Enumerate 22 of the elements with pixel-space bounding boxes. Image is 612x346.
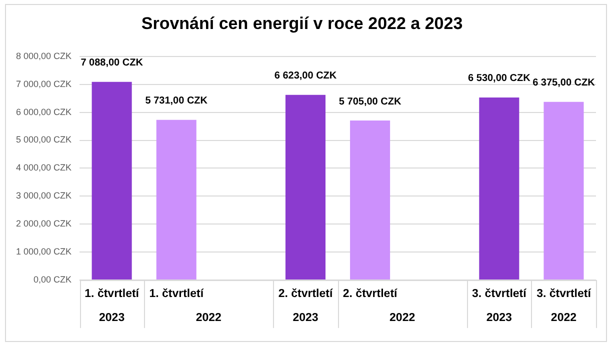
x-tick-label: 2. čtvrtletí 2023 — [278, 288, 334, 324]
y-tick-label: 5 000,00 CZK — [16, 134, 72, 145]
data-label: 5 705,00 CZK — [338, 96, 402, 108]
y-tick-label: 7 000,00 CZK — [16, 78, 72, 89]
data-label: 6 623,00 CZK — [274, 70, 338, 82]
data-label: 6 375,00 CZK — [532, 78, 596, 89]
y-tick-label: 1 000,00 CZK — [16, 246, 72, 257]
y-tick-label: 6 000,00 CZK — [16, 106, 72, 117]
data-label: 6 530,00 CZK — [468, 73, 532, 84]
x-tick-label: 3. čtvrtletí 2023 — [472, 288, 528, 324]
y-tick-label: 0,00 CZK — [34, 274, 72, 284]
x-tick-label: 1. čtvrtletí 2023 — [84, 288, 140, 324]
x-tick-label: 1. čtvrtletí 2022 — [149, 288, 222, 324]
y-tick-label: 2 000,00 CZK — [16, 218, 72, 229]
x-tick-label: 3. čtvrtletí 2022 — [536, 288, 592, 324]
data-label: 7 088,00 CZK — [80, 58, 144, 69]
y-tick-label: 4 000,00 CZK — [16, 162, 72, 173]
data-label: 5 731,00 CZK — [145, 96, 208, 107]
x-tick-label: 2. čtvrtletí 2022 — [342, 288, 416, 324]
y-tick-label: 3 000,00 CZK — [16, 190, 72, 201]
chart-title: Srovnání cen energií v roce 2022 a 2023 — [141, 14, 463, 33]
y-tick-label: 8 000,00 CZK — [16, 50, 72, 61]
